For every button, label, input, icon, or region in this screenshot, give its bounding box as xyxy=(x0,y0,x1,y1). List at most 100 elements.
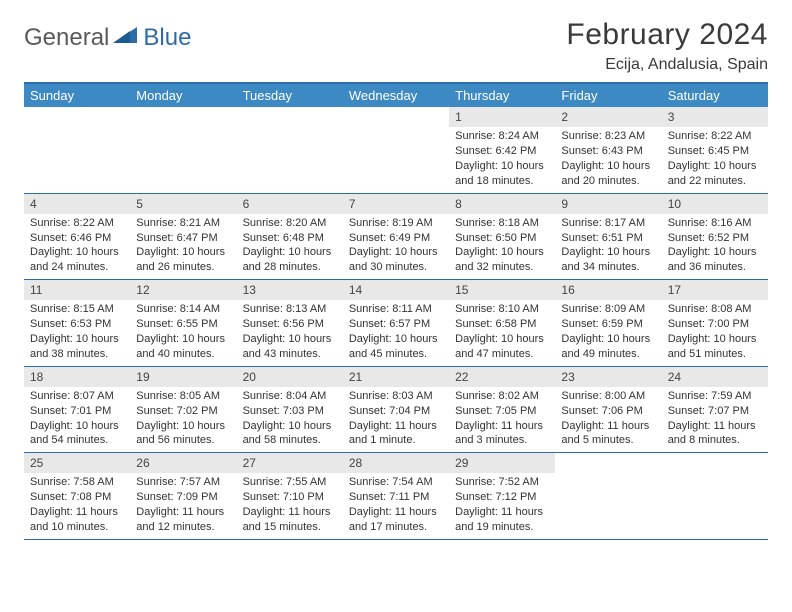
daylight-line: Daylight: 10 hours and 34 minutes. xyxy=(561,245,655,275)
sunset-line: Sunset: 7:08 PM xyxy=(30,490,124,505)
daylight-line: Daylight: 10 hours and 18 minutes. xyxy=(455,159,549,189)
day-details: Sunrise: 8:02 AMSunset: 7:05 PMDaylight:… xyxy=(449,387,555,452)
sunset-line: Sunset: 6:43 PM xyxy=(561,144,655,159)
day-cell: 17Sunrise: 8:08 AMSunset: 7:00 PMDayligh… xyxy=(662,280,768,366)
sunrise-line: Sunrise: 8:15 AM xyxy=(30,302,124,317)
daylight-line: Daylight: 11 hours and 10 minutes. xyxy=(30,505,124,535)
daylight-line: Daylight: 10 hours and 45 minutes. xyxy=(349,332,443,362)
logo-text-2: Blue xyxy=(143,24,191,52)
day-number: 25 xyxy=(24,453,130,473)
day-details: Sunrise: 8:11 AMSunset: 6:57 PMDaylight:… xyxy=(343,300,449,365)
day-details: Sunrise: 8:07 AMSunset: 7:01 PMDaylight:… xyxy=(24,387,130,452)
daylight-line: Daylight: 10 hours and 51 minutes. xyxy=(668,332,762,362)
day-number: 14 xyxy=(343,280,449,300)
day-cell: 12Sunrise: 8:14 AMSunset: 6:55 PMDayligh… xyxy=(130,280,236,366)
sunset-line: Sunset: 6:42 PM xyxy=(455,144,549,159)
daylight-line: Daylight: 11 hours and 5 minutes. xyxy=(561,419,655,449)
day-details: Sunrise: 8:16 AMSunset: 6:52 PMDaylight:… xyxy=(662,214,768,279)
day-number: 13 xyxy=(237,280,343,300)
day-cell: 4Sunrise: 8:22 AMSunset: 6:46 PMDaylight… xyxy=(24,194,130,280)
day-header: Monday xyxy=(130,84,236,107)
day-details: Sunrise: 8:21 AMSunset: 6:47 PMDaylight:… xyxy=(130,214,236,279)
day-cell: 11Sunrise: 8:15 AMSunset: 6:53 PMDayligh… xyxy=(24,280,130,366)
day-cell xyxy=(237,107,343,193)
sunrise-line: Sunrise: 8:17 AM xyxy=(561,216,655,231)
header: General Blue February 2024 Ecija, Andalu… xyxy=(24,18,768,74)
daylight-line: Daylight: 10 hours and 28 minutes. xyxy=(243,245,337,275)
sunset-line: Sunset: 6:48 PM xyxy=(243,231,337,246)
day-cell xyxy=(662,453,768,539)
day-header: Thursday xyxy=(449,84,555,107)
day-number: 10 xyxy=(662,194,768,214)
sunset-line: Sunset: 7:05 PM xyxy=(455,404,549,419)
sunrise-line: Sunrise: 8:00 AM xyxy=(561,389,655,404)
day-cell: 16Sunrise: 8:09 AMSunset: 6:59 PMDayligh… xyxy=(555,280,661,366)
sunrise-line: Sunrise: 8:14 AM xyxy=(136,302,230,317)
day-details: Sunrise: 7:55 AMSunset: 7:10 PMDaylight:… xyxy=(237,473,343,538)
sunset-line: Sunset: 6:47 PM xyxy=(136,231,230,246)
day-details: Sunrise: 8:17 AMSunset: 6:51 PMDaylight:… xyxy=(555,214,661,279)
sunset-line: Sunset: 6:53 PM xyxy=(30,317,124,332)
day-number: 3 xyxy=(662,107,768,127)
sunrise-line: Sunrise: 7:59 AM xyxy=(668,389,762,404)
sunrise-line: Sunrise: 8:10 AM xyxy=(455,302,549,317)
daylight-line: Daylight: 10 hours and 30 minutes. xyxy=(349,245,443,275)
day-details: Sunrise: 8:22 AMSunset: 6:45 PMDaylight:… xyxy=(662,127,768,192)
day-details: Sunrise: 7:57 AMSunset: 7:09 PMDaylight:… xyxy=(130,473,236,538)
daylight-line: Daylight: 10 hours and 56 minutes. xyxy=(136,419,230,449)
day-number: 4 xyxy=(24,194,130,214)
day-details: Sunrise: 8:00 AMSunset: 7:06 PMDaylight:… xyxy=(555,387,661,452)
day-header-row: SundayMondayTuesdayWednesdayThursdayFrid… xyxy=(24,84,768,107)
sunset-line: Sunset: 6:59 PM xyxy=(561,317,655,332)
sunset-line: Sunset: 6:57 PM xyxy=(349,317,443,332)
sunrise-line: Sunrise: 8:02 AM xyxy=(455,389,549,404)
sunrise-line: Sunrise: 7:57 AM xyxy=(136,475,230,490)
day-details: Sunrise: 8:10 AMSunset: 6:58 PMDaylight:… xyxy=(449,300,555,365)
day-number: 1 xyxy=(449,107,555,127)
day-number: 15 xyxy=(449,280,555,300)
sunset-line: Sunset: 6:50 PM xyxy=(455,231,549,246)
day-details: Sunrise: 8:08 AMSunset: 7:00 PMDaylight:… xyxy=(662,300,768,365)
daylight-line: Daylight: 11 hours and 8 minutes. xyxy=(668,419,762,449)
sunrise-line: Sunrise: 7:55 AM xyxy=(243,475,337,490)
day-header: Sunday xyxy=(24,84,130,107)
day-details: Sunrise: 7:52 AMSunset: 7:12 PMDaylight:… xyxy=(449,473,555,538)
day-number: 27 xyxy=(237,453,343,473)
day-cell: 8Sunrise: 8:18 AMSunset: 6:50 PMDaylight… xyxy=(449,194,555,280)
sunrise-line: Sunrise: 8:13 AM xyxy=(243,302,337,317)
day-details: Sunrise: 8:22 AMSunset: 6:46 PMDaylight:… xyxy=(24,214,130,279)
sunset-line: Sunset: 7:10 PM xyxy=(243,490,337,505)
daylight-line: Daylight: 10 hours and 49 minutes. xyxy=(561,332,655,362)
daylight-line: Daylight: 11 hours and 17 minutes. xyxy=(349,505,443,535)
day-number: 29 xyxy=(449,453,555,473)
sunrise-line: Sunrise: 7:52 AM xyxy=(455,475,549,490)
day-number: 8 xyxy=(449,194,555,214)
daylight-line: Daylight: 10 hours and 47 minutes. xyxy=(455,332,549,362)
sunset-line: Sunset: 7:09 PM xyxy=(136,490,230,505)
location: Ecija, Andalusia, Spain xyxy=(566,56,768,74)
daylight-line: Daylight: 11 hours and 19 minutes. xyxy=(455,505,549,535)
day-cell: 29Sunrise: 7:52 AMSunset: 7:12 PMDayligh… xyxy=(449,453,555,539)
calendar: SundayMondayTuesdayWednesdayThursdayFrid… xyxy=(24,82,768,540)
sunset-line: Sunset: 7:12 PM xyxy=(455,490,549,505)
day-number: 19 xyxy=(130,367,236,387)
daylight-line: Daylight: 10 hours and 22 minutes. xyxy=(668,159,762,189)
day-number: 20 xyxy=(237,367,343,387)
sunset-line: Sunset: 6:56 PM xyxy=(243,317,337,332)
day-details: Sunrise: 8:18 AMSunset: 6:50 PMDaylight:… xyxy=(449,214,555,279)
daylight-line: Daylight: 11 hours and 12 minutes. xyxy=(136,505,230,535)
daylight-line: Daylight: 10 hours and 26 minutes. xyxy=(136,245,230,275)
day-cell: 21Sunrise: 8:03 AMSunset: 7:04 PMDayligh… xyxy=(343,367,449,453)
day-details: Sunrise: 8:23 AMSunset: 6:43 PMDaylight:… xyxy=(555,127,661,192)
logo-triangle-icon xyxy=(113,24,139,52)
day-cell: 15Sunrise: 8:10 AMSunset: 6:58 PMDayligh… xyxy=(449,280,555,366)
daylight-line: Daylight: 10 hours and 24 minutes. xyxy=(30,245,124,275)
day-cell: 26Sunrise: 7:57 AMSunset: 7:09 PMDayligh… xyxy=(130,453,236,539)
day-details: Sunrise: 7:58 AMSunset: 7:08 PMDaylight:… xyxy=(24,473,130,538)
day-number: 24 xyxy=(662,367,768,387)
logo: General Blue xyxy=(24,24,191,52)
day-number: 18 xyxy=(24,367,130,387)
day-number: 28 xyxy=(343,453,449,473)
sunset-line: Sunset: 6:51 PM xyxy=(561,231,655,246)
day-details: Sunrise: 8:15 AMSunset: 6:53 PMDaylight:… xyxy=(24,300,130,365)
